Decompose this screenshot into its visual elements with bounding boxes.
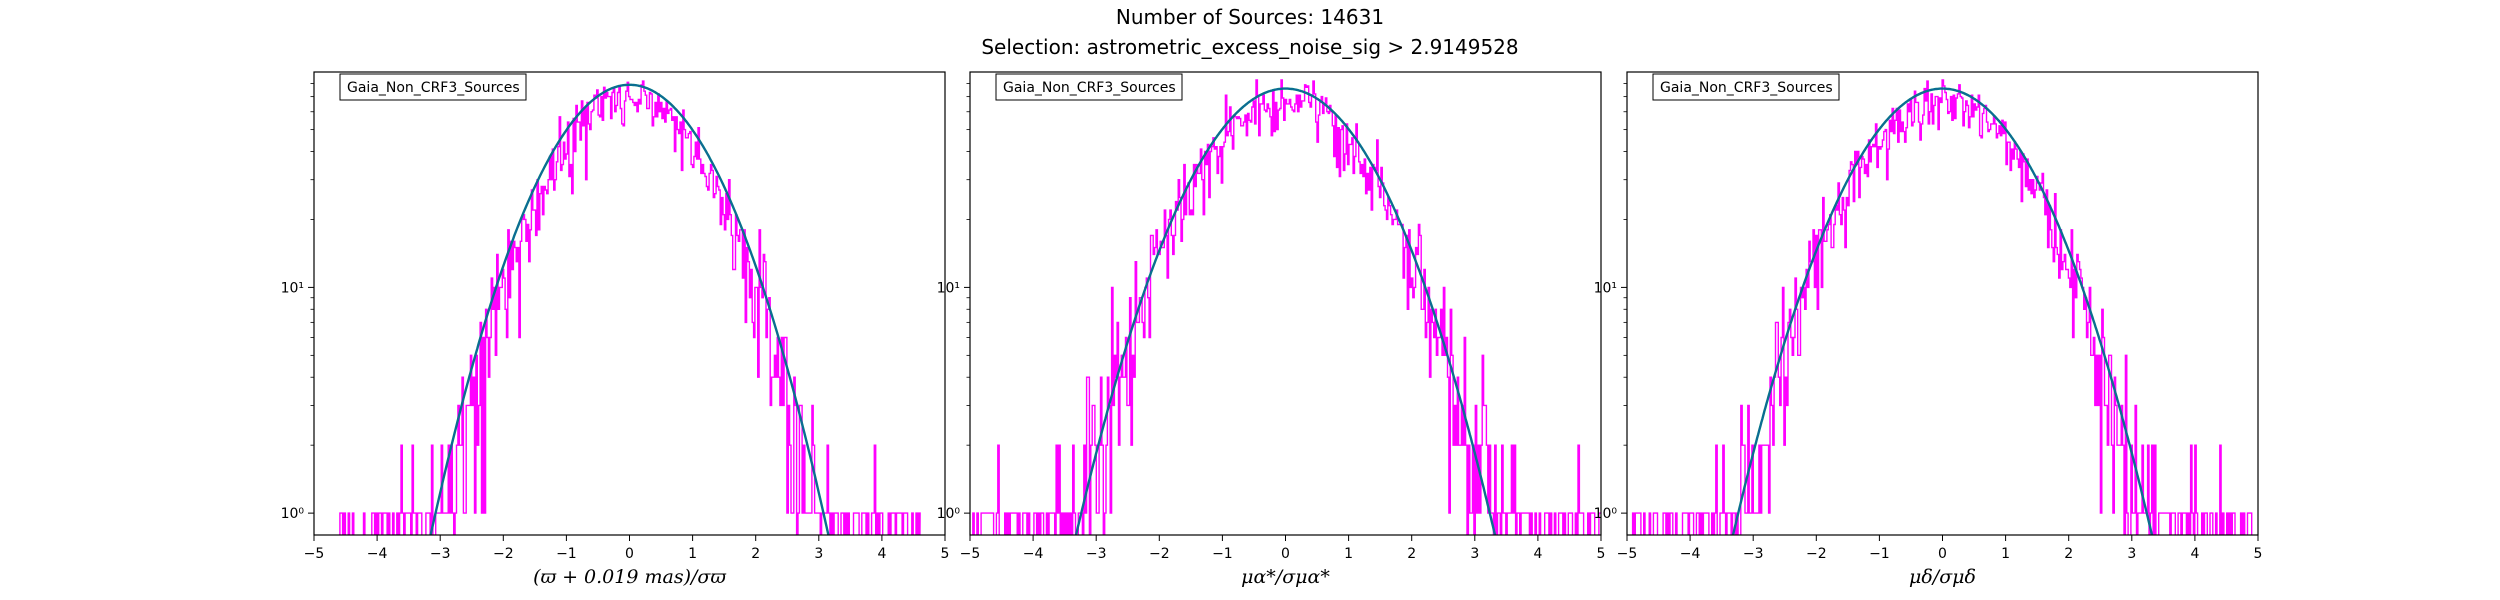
histogram-series [972, 79, 1601, 535]
x-tick-label: −2 [493, 546, 514, 562]
panel-parallax: Gaia_Non_CRF3_Sources (ϖ + 0.019 mas)/σϖ… [281, 71, 950, 588]
plot-area [972, 79, 1601, 535]
x-axis-label: μα*/σμα* [1241, 566, 1330, 588]
x-tick-label: 4 [1533, 546, 1542, 562]
axes-frame [1626, 71, 2259, 536]
figure-title-line1: Number of Sources: 14631 [1116, 5, 1384, 29]
x-tick-label: 1 [688, 546, 697, 562]
series-group [972, 79, 1601, 535]
x-tick-label: 5 [2254, 546, 2263, 562]
histogram-series [1631, 79, 2253, 535]
series-group [339, 80, 921, 535]
legend-entry: Gaia_Non_CRF3_Sources [347, 80, 520, 96]
legend: Gaia_Non_CRF3_Sources [339, 73, 527, 101]
x-tick-label: 3 [2127, 546, 2136, 562]
x-tick-label: −3 [1086, 546, 1107, 562]
x-tick-label: 2 [1407, 546, 1416, 562]
x-tick-label: 0 [625, 546, 634, 562]
legend-entry: Gaia_Non_CRF3_Sources [1660, 80, 1833, 96]
y-tick-label: 10⁰ [937, 506, 961, 522]
x-tick-label: 4 [877, 546, 886, 562]
x-axis-label: (ϖ + 0.019 mas)/σϖ [533, 566, 726, 588]
x-tick-label: 3 [814, 546, 823, 562]
x-tick-label: 2 [2064, 546, 2073, 562]
x-tick-label: 2 [751, 546, 760, 562]
x-tick-label: −1 [1869, 546, 1890, 562]
legend: Gaia_Non_CRF3_Sources [1652, 73, 1840, 101]
x-axis-label: μδ/σμδ [1909, 566, 1976, 588]
x-tick-label: −5 [1617, 546, 1638, 562]
x-tick-label: −5 [304, 546, 325, 562]
axes-frame [313, 71, 946, 536]
gaussian-fit-curve-overlay [1732, 88, 2153, 535]
histogram-series [339, 80, 921, 535]
y-tick-label: 10¹ [281, 280, 304, 296]
x-tick-label: 0 [1281, 546, 1290, 562]
x-tick-label: −3 [430, 546, 451, 562]
x-tick-label: −1 [1212, 546, 1233, 562]
x-tick-label: 3 [1470, 546, 1479, 562]
axes-frame [969, 71, 1602, 536]
plot-area [339, 80, 921, 535]
legend: Gaia_Non_CRF3_Sources [995, 73, 1183, 101]
x-tick-label: 1 [1344, 546, 1353, 562]
x-tick-label: −1 [556, 546, 577, 562]
y-tick-label: 10⁰ [1594, 506, 1618, 522]
panel-pmdec: Gaia_Non_CRF3_Sources μδ/σμδ −5 −4 −3 −2 −1 0… [1594, 71, 2263, 588]
y-tick-label: 10¹ [937, 280, 960, 296]
legend-box [339, 73, 527, 101]
legend-box [995, 73, 1183, 101]
x-tick-label: −3 [1743, 546, 1764, 562]
x-tick-label: −4 [1023, 546, 1044, 562]
x-tick-label: 5 [1597, 546, 1606, 562]
x-tick-label: 0 [1938, 546, 1947, 562]
x-tick-label: −5 [960, 546, 981, 562]
x-tick-label: 1 [2001, 546, 2010, 562]
gaussian-fit-curve-overlay [1075, 88, 1496, 535]
x-tick-label: 5 [941, 546, 950, 562]
figure-title-line2: Selection: astrometric_excess_noise_sig … [981, 35, 1518, 59]
plot-area [1631, 79, 2253, 535]
series-group [1631, 79, 2253, 535]
gaussian-fit-curve-overlay [430, 84, 829, 535]
x-tick-label: −4 [367, 546, 388, 562]
panel-pmra: Gaia_Non_CRF3_Sources μα*/σμα* −5 −4 −3 −2 −… [937, 71, 1606, 588]
y-tick-label: 10¹ [1594, 280, 1617, 296]
x-tick-label: 4 [2190, 546, 2199, 562]
x-tick-label: −2 [1806, 546, 1827, 562]
x-tick-label: −4 [1680, 546, 1701, 562]
legend-box [1652, 73, 1840, 101]
x-tick-label: −2 [1149, 546, 1170, 562]
legend-entry: Gaia_Non_CRF3_Sources [1003, 80, 1176, 96]
y-tick-label: 10⁰ [281, 506, 305, 522]
